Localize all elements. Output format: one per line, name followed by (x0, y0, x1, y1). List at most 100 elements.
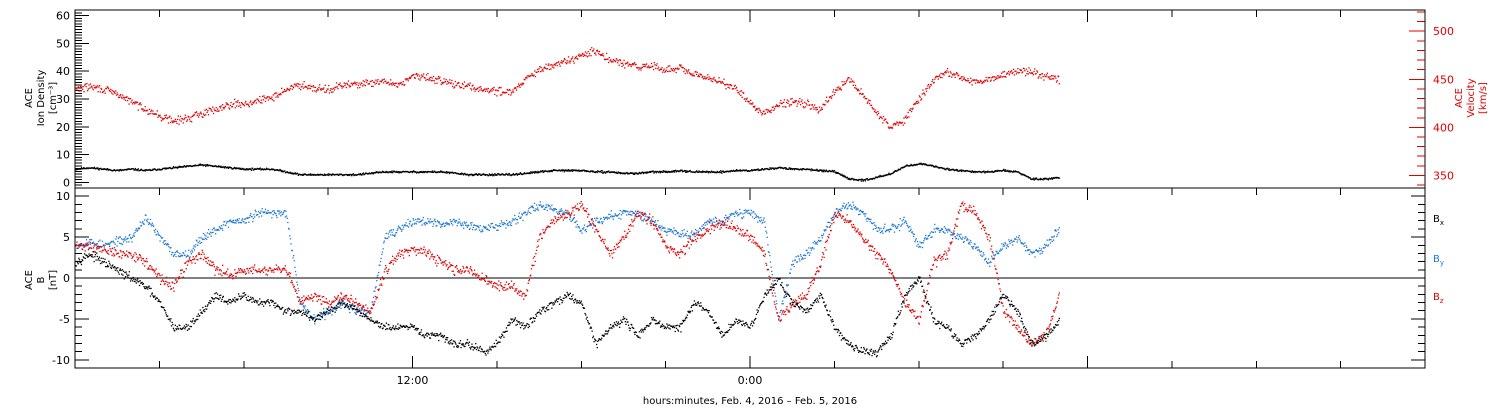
velocity-point-708 (572, 60, 575, 62)
by-point-1212 (849, 204, 851, 206)
by-point-239 (227, 226, 230, 228)
velocity-point-651 (532, 75, 534, 77)
velocity-point-1346 (1021, 72, 1023, 74)
by-point-1528 (1051, 240, 1053, 243)
velocity-point-229 (236, 105, 238, 107)
velocity-point-1399 (1058, 83, 1060, 85)
velocity-point-531 (448, 81, 450, 84)
by-point-194 (199, 240, 201, 242)
velocity-point-586 (487, 90, 489, 92)
by-point-126 (155, 234, 157, 236)
velocity-point-973 (759, 109, 761, 111)
density-point-1498 (952, 168, 954, 170)
density-point-37 (96, 168, 98, 170)
velocity-point-207 (220, 105, 222, 107)
velocity-point-1328 (1008, 74, 1011, 76)
velocity-point-1309 (995, 76, 997, 79)
velocity-point-99 (144, 106, 146, 108)
by-point-574 (441, 223, 444, 226)
velocity-point-989 (770, 111, 772, 114)
bz-point-120 (151, 268, 153, 270)
by-point-118 (150, 223, 152, 226)
velocity-point-915 (718, 77, 720, 79)
by-point-1127 (795, 256, 797, 258)
density-point-677 (471, 174, 473, 177)
velocity-point-1295 (985, 76, 987, 79)
density-point-281 (239, 168, 241, 170)
density-point-952 (632, 173, 635, 175)
velocity-point-668 (544, 67, 546, 69)
velocity-point-345 (317, 89, 319, 91)
by-point-149 (170, 247, 172, 249)
bz-point-53 (108, 245, 111, 247)
by-point-547 (424, 224, 426, 226)
velocity-point-71 (124, 99, 127, 101)
velocity-point-922 (723, 78, 725, 80)
density-point-1217 (788, 168, 790, 170)
by-point-327 (284, 210, 286, 212)
velocity-point-248 (249, 101, 251, 103)
by-point-1236 (865, 213, 867, 215)
velocity-point-1001 (778, 105, 781, 107)
velocity-point-905 (711, 78, 713, 80)
by-point-1109 (783, 295, 786, 297)
density-point-577 (413, 170, 415, 172)
velocity-point-751 (603, 55, 605, 57)
velocity-point-635 (521, 82, 523, 84)
velocity-point-1201 (919, 96, 921, 98)
velocity-point-1130 (869, 100, 871, 102)
velocity-point-748 (600, 54, 603, 56)
velocity-point-115 (155, 113, 158, 115)
velocity-point-1138 (875, 111, 877, 113)
by-point-734 (544, 208, 546, 210)
velocity-point-1387 (1050, 78, 1052, 80)
velocity-point-358 (326, 88, 328, 90)
density-point-712 (492, 175, 494, 177)
by-point-465 (372, 301, 374, 303)
velocity-point-909 (714, 79, 716, 81)
bz-point-59 (112, 253, 114, 255)
velocity-point-233 (238, 102, 241, 104)
velocity-point-329 (306, 86, 308, 88)
velocity-point-986 (768, 110, 770, 112)
by-point-1233 (863, 213, 865, 215)
velocity-point-434 (380, 80, 382, 82)
by-point-792 (581, 232, 583, 234)
by-point-1208 (847, 207, 849, 209)
by-point-83 (128, 241, 130, 243)
velocity-point-497 (424, 77, 426, 79)
by-point-153 (172, 255, 175, 257)
velocity-point-478 (411, 75, 413, 77)
by-point-1221 (855, 209, 857, 211)
density-point-836 (564, 169, 567, 171)
velocity-point-846 (669, 70, 672, 73)
by-point-692 (517, 222, 519, 224)
by-point-925 (666, 234, 668, 236)
by-point-1180 (829, 222, 831, 224)
velocity-point-1 (75, 87, 77, 90)
density-point-1275 (822, 169, 824, 171)
by-point-1179 (828, 226, 830, 228)
density-point-582 (416, 172, 418, 174)
velocity-point-742 (596, 49, 598, 51)
density-point-166 (172, 167, 174, 169)
velocity-point-1249 (953, 73, 955, 75)
velocity-point-435 (380, 81, 383, 83)
velocity-point-139 (172, 120, 174, 122)
velocity-point-924 (724, 84, 726, 86)
bz-point-32 (95, 243, 97, 245)
density-point-1211 (784, 167, 786, 169)
by-point-159 (176, 250, 178, 252)
by-point-1041 (740, 212, 742, 214)
velocity-point-361 (328, 92, 331, 94)
by-point-172 (184, 250, 187, 252)
bz-point-90 (132, 256, 134, 258)
by-point-434 (352, 304, 354, 306)
velocity-point-933 (731, 84, 733, 87)
by-point-1176 (826, 226, 828, 228)
by-point-29 (93, 243, 95, 245)
velocity-point-1034 (802, 102, 804, 104)
velocity-point-728 (586, 56, 589, 58)
density-point-152 (164, 167, 166, 169)
by-point-939 (675, 229, 677, 231)
